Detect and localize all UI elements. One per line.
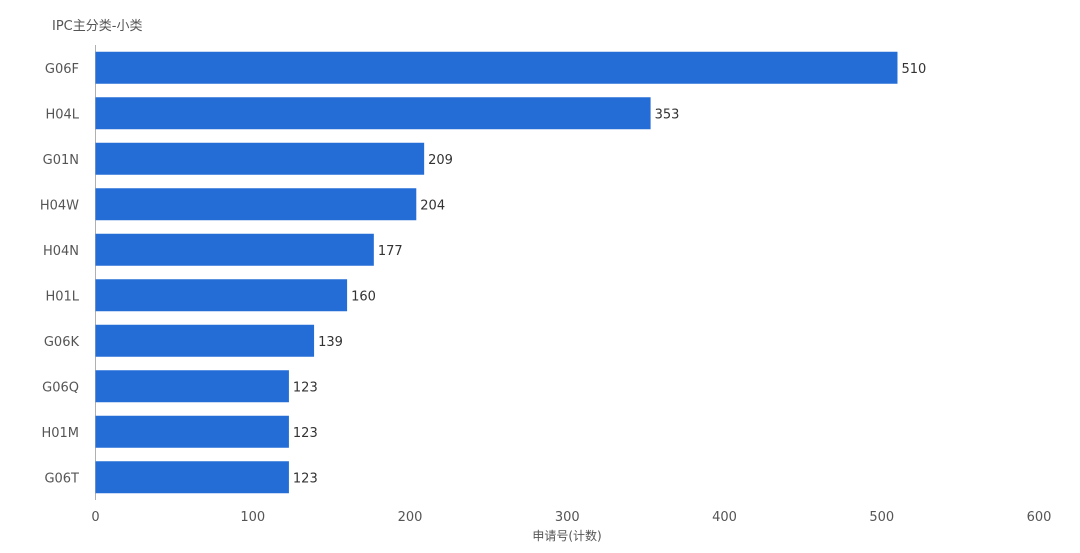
- category-label-h04w: H04W: [40, 198, 79, 213]
- data-label-h01l: 160: [351, 289, 376, 304]
- x-axis-title: 申请号(计数): [532, 528, 601, 543]
- x-tick-label-600: 600: [1027, 510, 1052, 525]
- x-tick-label-500: 500: [869, 510, 894, 525]
- data-label-g06q: 123: [293, 380, 318, 395]
- data-label-h01m: 123: [293, 426, 318, 441]
- x-axis-ticks: 0 100 200 300 400 500 600: [91, 510, 1051, 525]
- data-label-h04l: 353: [655, 107, 680, 122]
- data-label-h04w: 204: [420, 198, 445, 213]
- category-label-g06q: G06Q: [42, 380, 79, 395]
- category-label-g06t: G06T: [44, 471, 79, 486]
- data-label-g06f: 510: [901, 62, 926, 77]
- category-label-h04l: H04L: [45, 107, 79, 122]
- bar-h01m: [95, 415, 289, 448]
- bar-h04l: [95, 97, 651, 130]
- x-tick-label-0: 0: [91, 510, 99, 525]
- category-label-h01m: H01M: [41, 426, 79, 441]
- x-tick-label-400: 400: [712, 510, 737, 525]
- category-label-h04n: H04N: [43, 244, 79, 259]
- bar-h01l: [95, 279, 348, 312]
- data-labels: 510 353 209 204 177 160 139 123 123 123: [293, 62, 926, 487]
- category-label-g06k: G06K: [44, 335, 80, 350]
- y-axis-title: IPC主分类-小类: [52, 19, 142, 34]
- bars-group: [95, 51, 898, 494]
- data-label-g06k: 139: [318, 335, 343, 350]
- bar-g06f: [95, 51, 898, 84]
- data-label-g06t: 123: [293, 471, 318, 486]
- category-label-g01n: G01N: [43, 153, 79, 168]
- x-tick-label-300: 300: [555, 510, 580, 525]
- bar-g01n: [95, 142, 425, 175]
- category-label-g06f: G06F: [45, 62, 79, 77]
- category-label-h01l: H01L: [45, 289, 79, 304]
- bar-h04w: [95, 188, 417, 221]
- bar-g06k: [95, 324, 315, 357]
- data-label-h04n: 177: [378, 244, 403, 259]
- x-tick-label-200: 200: [398, 510, 423, 525]
- data-label-g01n: 209: [428, 153, 453, 168]
- bar-h04n: [95, 233, 374, 266]
- bar-g06q: [95, 370, 289, 403]
- bar-g06t: [95, 461, 289, 494]
- category-labels: G06F H04L G01N H04W H04N H01L G06K G06Q H01M G06T: [40, 62, 80, 487]
- x-tick-label-100: 100: [240, 510, 265, 525]
